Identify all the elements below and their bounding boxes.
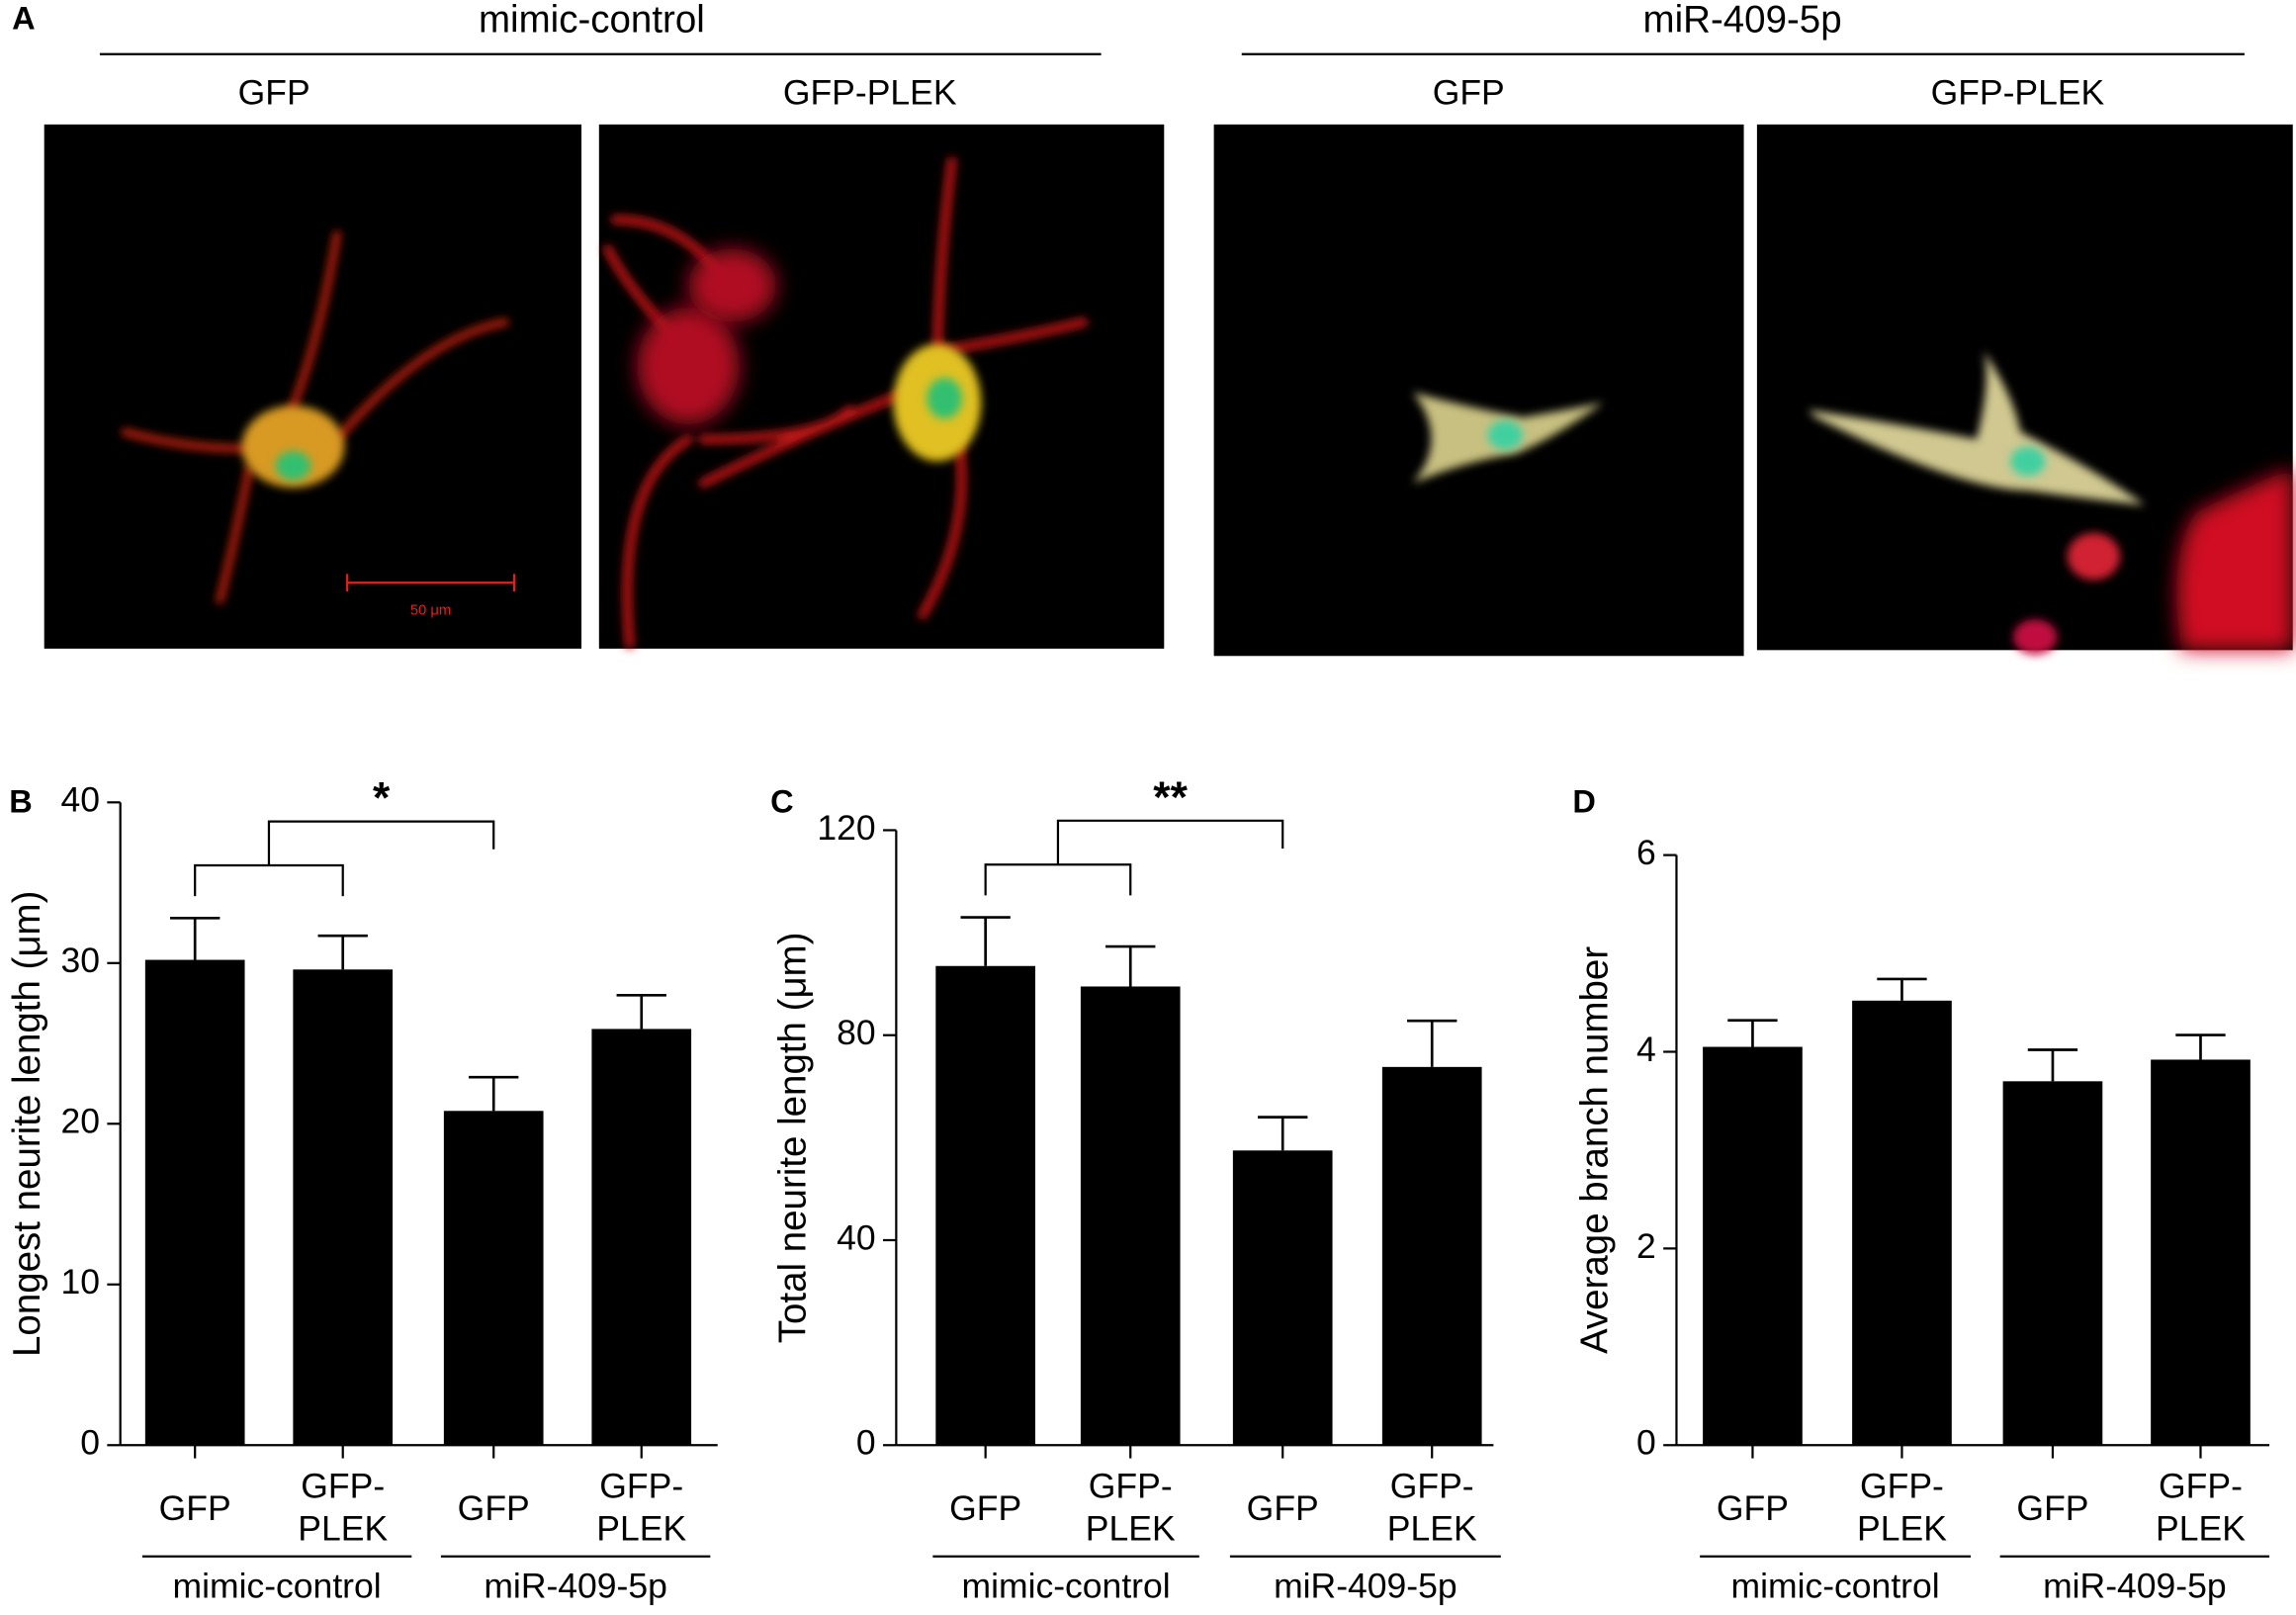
error-bar bbox=[317, 934, 368, 970]
bar bbox=[591, 1029, 692, 1446]
micrograph: 50 μm bbox=[44, 124, 582, 649]
y-tick-label: 10 bbox=[60, 1262, 100, 1301]
y-tick-label: 40 bbox=[60, 780, 100, 820]
y-tick-label: 80 bbox=[837, 1013, 876, 1052]
x-tick-label: GFP-PLEK bbox=[596, 1467, 687, 1550]
error-bar bbox=[469, 1075, 519, 1112]
error-bar bbox=[1258, 1116, 1308, 1151]
y-axis-label: Average branch number bbox=[1574, 946, 1617, 1354]
y-tick-label: 0 bbox=[856, 1423, 876, 1463]
scale-bar-label: 50 μm bbox=[410, 602, 451, 618]
bar bbox=[144, 959, 245, 1446]
group-label: miR-409-5p bbox=[2043, 1567, 2227, 1606]
x-tick-label-box: GFP-PLEK bbox=[298, 1467, 389, 1550]
x-tick-label-box: GFP bbox=[949, 1487, 1022, 1528]
x-tick-label-box: GFP-PLEK bbox=[1386, 1467, 1477, 1550]
group-label: mimic-control bbox=[173, 1567, 382, 1606]
x-tick-label-box: GFP bbox=[1716, 1487, 1789, 1528]
y-tick-label: 120 bbox=[817, 808, 875, 848]
micrograph bbox=[1756, 124, 2293, 655]
panel-letter: C bbox=[770, 783, 794, 819]
y-axis-label: Longest neurite length (μm) bbox=[6, 891, 48, 1357]
x-tick-label: GFP bbox=[1246, 1487, 1319, 1528]
x-tick-label: GFP-PLEK bbox=[2156, 1467, 2246, 1550]
x-tick-label: GFP bbox=[2016, 1487, 2089, 1528]
significance: * bbox=[373, 774, 391, 823]
error-bar bbox=[2175, 1033, 2226, 1060]
image-label: GFP bbox=[1433, 73, 1505, 113]
error-bar bbox=[170, 916, 221, 960]
bracket bbox=[267, 820, 495, 866]
y-tick-label: 20 bbox=[60, 1102, 100, 1141]
group-label: miR-409-5p bbox=[1274, 1567, 1457, 1606]
bar bbox=[1381, 1066, 1482, 1446]
group-title: mimic-control bbox=[479, 0, 705, 41]
micrograph bbox=[598, 124, 1165, 649]
micrograph bbox=[1213, 124, 1744, 657]
x-tick-label-box: GFP bbox=[457, 1487, 530, 1528]
x-tick-label: GFP bbox=[457, 1487, 530, 1528]
x-tick-label: GFP-PLEK bbox=[1386, 1467, 1477, 1550]
bar bbox=[1080, 986, 1181, 1446]
y-tick-label: 0 bbox=[1636, 1423, 1656, 1463]
group-title: miR-409-5p bbox=[1643, 0, 1842, 41]
image-label: GFP-PLEK bbox=[1931, 73, 2105, 113]
y-axis-label: Total neurite length (μm) bbox=[771, 932, 814, 1343]
image-label: GFP bbox=[238, 73, 310, 113]
x-tick-label: GFP-PLEK bbox=[298, 1467, 389, 1550]
image-label: GFP-PLEK bbox=[783, 73, 957, 113]
group-label: miR-409-5p bbox=[484, 1567, 667, 1606]
x-tick-label-box: GFP-PLEK bbox=[1857, 1467, 1947, 1550]
bar bbox=[293, 969, 394, 1446]
significance: ** bbox=[1153, 773, 1188, 822]
x-tick-label: GFP bbox=[949, 1487, 1022, 1528]
bar bbox=[1852, 1000, 1952, 1446]
error-bar bbox=[1407, 1019, 1457, 1067]
y-tick-label: 4 bbox=[1636, 1030, 1656, 1069]
group-label: mimic-control bbox=[1731, 1567, 1940, 1606]
bar bbox=[1232, 1150, 1333, 1446]
bracket bbox=[1056, 819, 1284, 865]
error-bar bbox=[960, 916, 1011, 966]
bracket bbox=[194, 863, 344, 897]
bar bbox=[443, 1111, 544, 1446]
x-tick-label-box: GFP bbox=[2016, 1487, 2089, 1528]
bar bbox=[2002, 1081, 2103, 1446]
error-bar bbox=[2027, 1048, 2078, 1082]
y-tick-label: 0 bbox=[80, 1423, 100, 1463]
bar bbox=[2151, 1059, 2251, 1446]
bar bbox=[935, 965, 1036, 1446]
x-tick-label: GFP bbox=[158, 1487, 231, 1528]
error-bar bbox=[616, 993, 666, 1030]
x-tick-label-box: GFP-PLEK bbox=[2156, 1467, 2246, 1550]
panel-letter: D bbox=[1572, 783, 1596, 819]
x-tick-label-box: GFP-PLEK bbox=[596, 1467, 687, 1550]
bar bbox=[1703, 1046, 1803, 1446]
x-tick-label: GFP-PLEK bbox=[1857, 1467, 1947, 1550]
error-bar bbox=[1105, 944, 1156, 987]
x-tick-label-box: GFP-PLEK bbox=[1085, 1467, 1176, 1550]
error-bar bbox=[1727, 1019, 1778, 1047]
panel-letter: A bbox=[12, 0, 36, 36]
group-label: mimic-control bbox=[962, 1567, 1171, 1606]
y-tick-label: 6 bbox=[1636, 833, 1656, 872]
x-tick-label: GFP-PLEK bbox=[1085, 1467, 1176, 1550]
x-tick-label: GFP bbox=[1716, 1487, 1789, 1528]
bracket bbox=[984, 863, 1132, 896]
error-bar bbox=[1877, 977, 1927, 1001]
y-tick-label: 30 bbox=[60, 941, 100, 980]
x-tick-label-box: GFP bbox=[1246, 1487, 1319, 1528]
panel-letter: B bbox=[9, 783, 33, 819]
y-tick-label: 2 bbox=[1636, 1226, 1656, 1266]
y-tick-label: 40 bbox=[837, 1217, 876, 1257]
x-tick-label-box: GFP bbox=[158, 1487, 231, 1528]
